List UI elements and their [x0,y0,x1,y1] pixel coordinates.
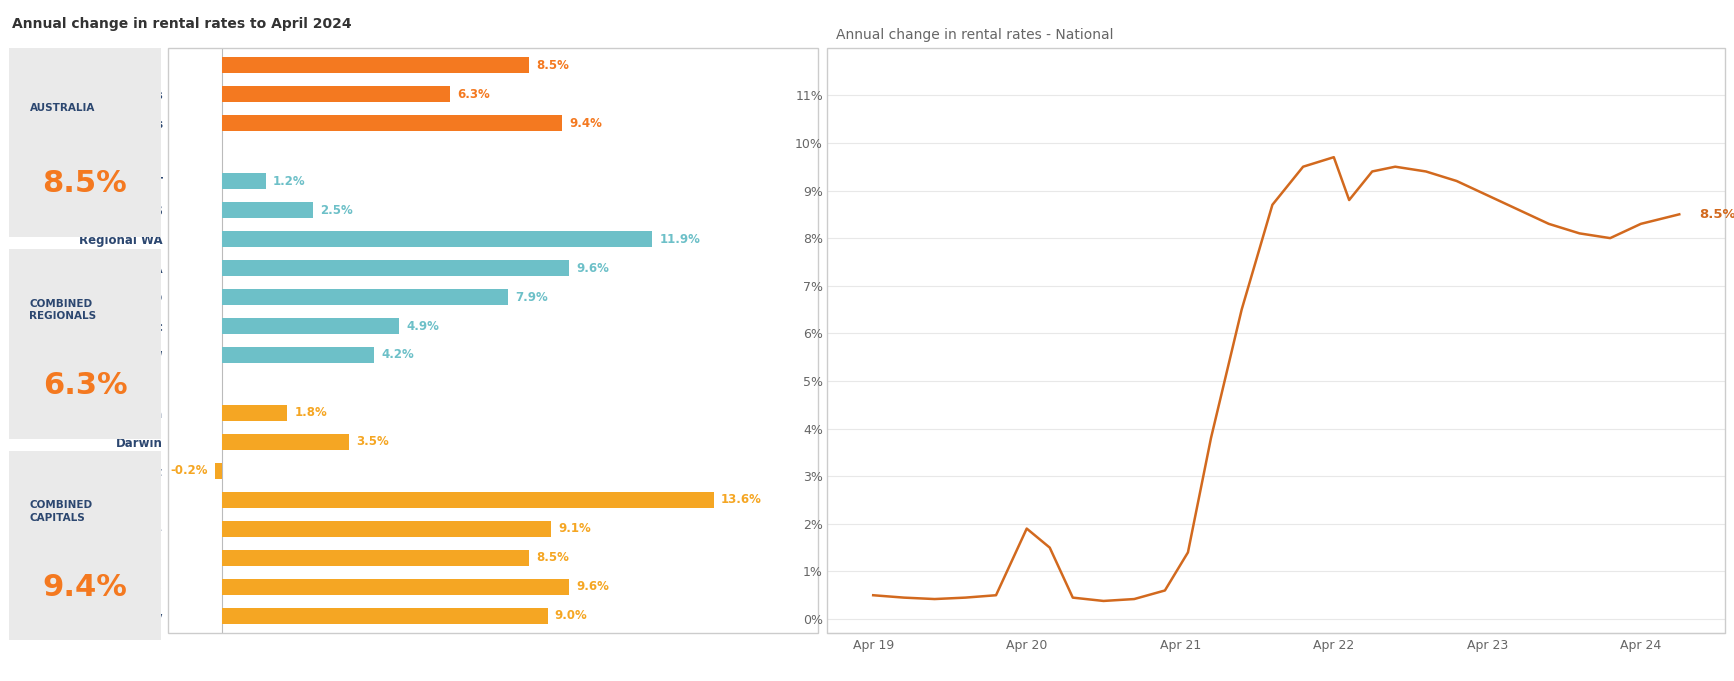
Text: Annual change in rental rates to April 2024: Annual change in rental rates to April 2… [12,17,352,31]
Bar [168,48,818,633]
Bar [222,347,375,363]
Text: 13.6%: 13.6% [721,494,761,507]
Text: 4.9%: 4.9% [407,319,439,332]
Text: Annual change in rental rates - National: Annual change in rental rates - National [836,29,1113,42]
Bar [222,521,551,537]
Bar [222,318,399,334]
Bar [222,260,569,276]
Text: COMBINED
CAPITALS: COMBINED CAPITALS [29,501,92,522]
Text: 9.6%: 9.6% [576,262,609,274]
Bar [222,608,548,624]
Text: 6.3%: 6.3% [43,371,127,400]
Text: 8.5%: 8.5% [538,552,569,565]
Text: 7.9%: 7.9% [515,291,548,304]
Bar [222,405,288,421]
Text: 11.9%: 11.9% [659,232,701,246]
Text: COMBINED
REGIONALS: COMBINED REGIONALS [29,299,97,321]
Text: 9.4%: 9.4% [43,573,127,601]
Bar [215,463,222,479]
Bar [222,231,652,247]
Text: 6.3%: 6.3% [458,88,491,101]
Text: -0.2%: -0.2% [170,464,208,477]
Text: 8.5%: 8.5% [43,170,127,198]
Text: 1.2%: 1.2% [272,174,305,187]
Text: 3.5%: 3.5% [355,435,388,449]
Text: 9.4%: 9.4% [569,116,602,129]
Bar [222,86,451,102]
Bar [222,173,265,189]
Text: 2.5%: 2.5% [319,204,352,217]
Bar [222,202,312,218]
Bar [222,492,714,508]
Text: AUSTRALIA: AUSTRALIA [29,104,95,113]
Text: 9.1%: 9.1% [558,522,591,535]
Bar [222,579,569,595]
Bar [222,57,529,73]
Bar [222,434,349,450]
Text: 9.0%: 9.0% [555,609,588,622]
Text: 4.2%: 4.2% [381,349,414,362]
Text: 9.6%: 9.6% [576,580,609,593]
Text: 1.8%: 1.8% [295,407,328,419]
Bar [222,550,529,566]
Bar [222,115,562,131]
Text: 8.5%: 8.5% [538,59,569,72]
Bar [222,289,508,305]
Bar [827,48,1725,633]
Text: 8.5%: 8.5% [1699,208,1734,221]
